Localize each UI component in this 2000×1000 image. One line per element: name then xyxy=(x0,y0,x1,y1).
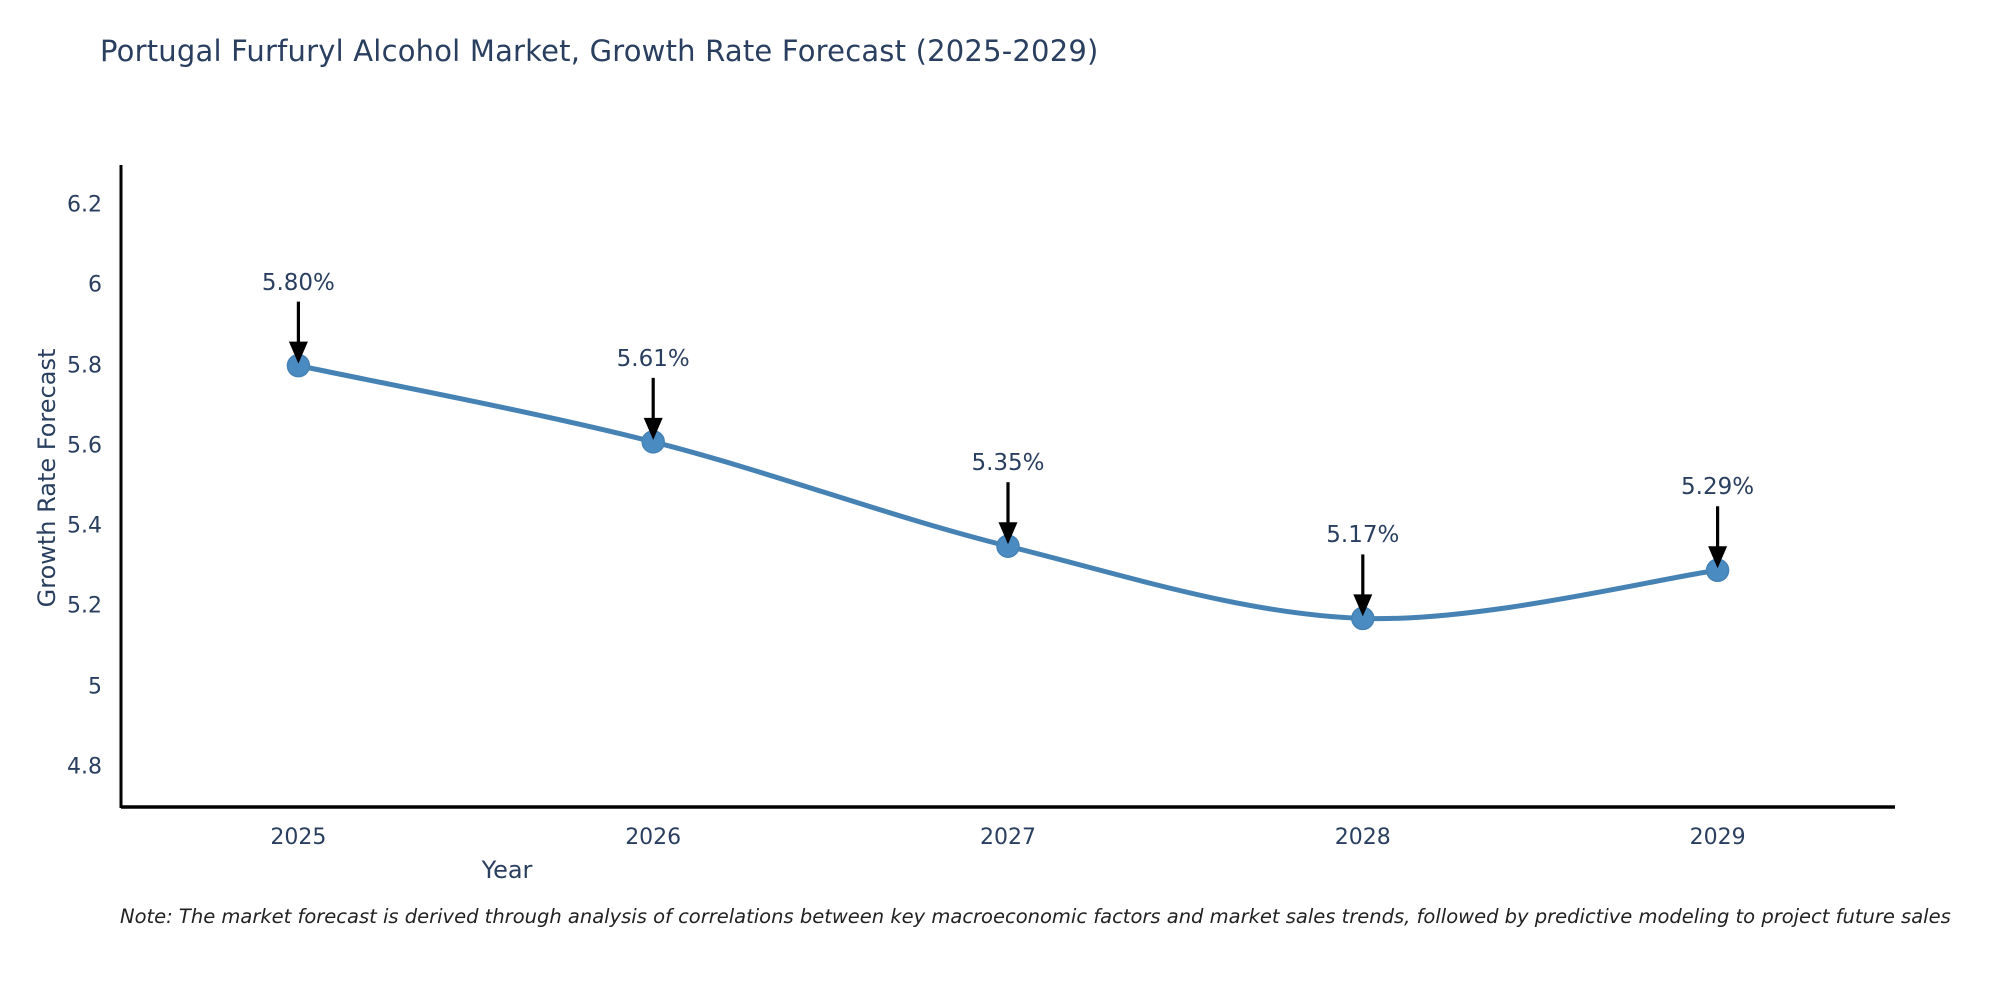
down-arrow-icon xyxy=(1353,594,1373,617)
chart-footnote: Note: The market forecast is derived thr… xyxy=(120,905,1951,928)
data-point-label: 5.80% xyxy=(261,269,335,296)
x-axis-title: Year xyxy=(0,856,2000,884)
chart-title: Portugal Furfuryl Alcohol Market, Growth… xyxy=(100,34,1099,68)
x-axis-title-text: Year xyxy=(481,856,533,884)
y-axis-tick-label: 5.4 xyxy=(67,513,102,539)
data-point-label: 5.17% xyxy=(1326,522,1400,549)
data-point-label: 5.35% xyxy=(971,450,1045,477)
down-arrow-icon xyxy=(998,522,1018,545)
x-axis-tick-label: 2027 xyxy=(980,825,1036,850)
down-arrow-icon xyxy=(288,341,308,364)
x-axis-tick-label: 2029 xyxy=(1689,825,1746,850)
x-axis-tick-label: 2025 xyxy=(270,825,327,850)
y-axis-tick-label: 5.6 xyxy=(67,433,102,459)
x-axis-tick-label: 2026 xyxy=(625,825,682,850)
data-point-label: 5.61% xyxy=(616,345,690,372)
data-point-label: 5.29% xyxy=(1681,474,1755,501)
y-axis-tick-label: 5 xyxy=(88,674,102,700)
x-axis-tick-label: 2028 xyxy=(1334,825,1391,850)
down-arrow-icon xyxy=(643,417,663,440)
down-arrow-icon xyxy=(1708,546,1728,569)
y-axis-tick-label: 4.8 xyxy=(67,754,102,780)
y-axis-tick-label: 6 xyxy=(88,272,102,298)
annotation-arrows xyxy=(288,301,1728,617)
y-axis-tick-label: 5.2 xyxy=(67,593,102,619)
y-axis-tick-label: 6.2 xyxy=(67,192,102,218)
y-axis-tick-label: 5.8 xyxy=(67,353,102,379)
